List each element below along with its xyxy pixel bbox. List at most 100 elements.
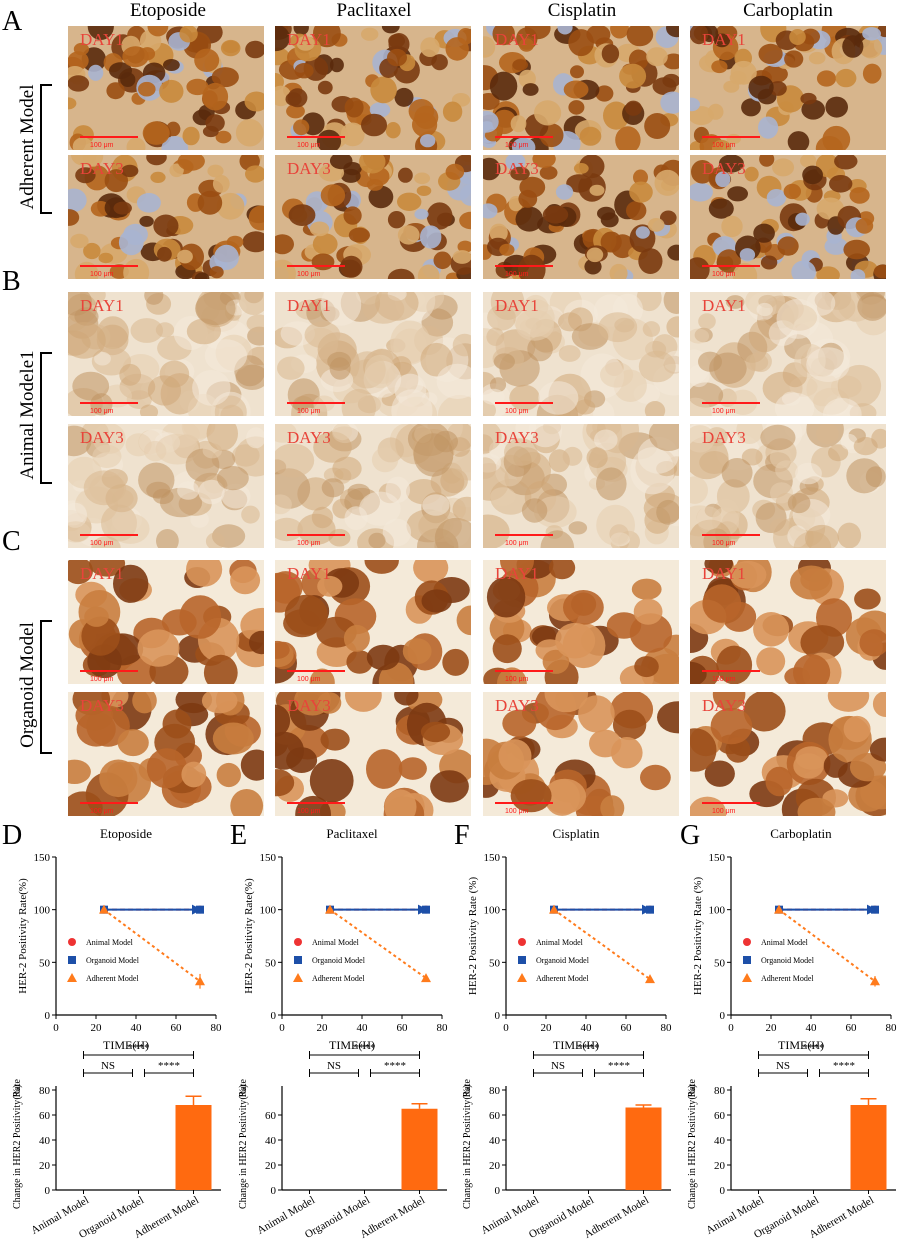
bar	[625, 1107, 662, 1190]
y-tick-label: 100	[34, 905, 51, 917]
scale-bar-label: 100 μm	[297, 408, 321, 415]
micrograph-tile: DAY3 100 μm	[690, 692, 886, 816]
day-label: DAY1	[702, 564, 746, 583]
day-label: DAY1	[495, 296, 539, 315]
day-label: DAY3	[80, 159, 124, 178]
micrograph-image	[68, 26, 264, 150]
scale-bar-label: 100 μm	[712, 271, 736, 278]
scale-bar	[80, 802, 138, 804]
legend-marker	[294, 938, 302, 946]
significance-label: ****	[158, 1060, 180, 1072]
panel-letter-d: D	[2, 820, 23, 851]
bar	[175, 1105, 212, 1190]
y-tick-label: 0	[720, 1185, 726, 1197]
scale-bar-label: 100 μm	[297, 142, 321, 149]
micrograph-tile: DAY1 100 μm	[275, 560, 471, 684]
x-tick-label: 0	[503, 1022, 509, 1034]
micrograph-tile: DAY3 100 μm	[275, 155, 471, 279]
legend-marker	[518, 938, 526, 946]
data-point	[99, 904, 109, 914]
scale-bar-label: 100 μm	[505, 808, 529, 815]
legend-label: Adherent Model	[536, 974, 589, 983]
day-label: DAY3	[702, 696, 746, 715]
micrograph-tile: DAY1 100 μm	[275, 26, 471, 150]
y-tick-label: 50	[265, 957, 277, 969]
legend-marker	[742, 973, 752, 982]
legend-marker	[294, 956, 302, 964]
day-label: DAY3	[287, 428, 331, 447]
scale-bar	[702, 802, 760, 804]
day-label: DAY1	[80, 564, 124, 583]
y-tick-label: 80	[714, 1085, 726, 1097]
x-tick-label: 60	[171, 1022, 183, 1034]
y-tick-label: 20	[714, 1160, 726, 1172]
legend-label: Animal Model	[536, 938, 584, 947]
significance-label: ****	[833, 1060, 855, 1072]
y-tick-label: 60	[265, 1110, 277, 1122]
y-axis-label: Change in HER2 Positivity Rate	[238, 1078, 249, 1209]
x-tick-label: 40	[806, 1022, 818, 1034]
micrograph-tile: DAY1 100 μm	[68, 560, 264, 684]
scale-bar-label: 100 μm	[712, 676, 736, 683]
scale-bar-label: 100 μm	[90, 540, 114, 547]
scale-bar	[702, 265, 760, 267]
y-tick-label: 20	[39, 1160, 51, 1172]
significance-label: NS	[327, 1060, 341, 1072]
scale-bar	[702, 136, 760, 138]
scale-bar	[702, 402, 760, 404]
micrograph-image	[275, 292, 471, 416]
y-tick-label: 0	[495, 1185, 501, 1197]
day-label: DAY3	[80, 696, 124, 715]
scale-bar	[287, 136, 345, 138]
scale-bar	[495, 534, 553, 536]
y-tick-label: 40	[489, 1135, 501, 1147]
scale-bar	[287, 534, 345, 536]
x-tick-label: 0	[728, 1022, 734, 1034]
micrograph-image	[68, 292, 264, 416]
x-tick-label: 0	[279, 1022, 285, 1034]
micrograph-image	[690, 155, 886, 279]
legend-label: Adherent Model	[761, 974, 814, 983]
micrograph-tile: DAY3 100 μm	[68, 424, 264, 548]
bracket-adherent	[40, 84, 52, 214]
day-label: DAY1	[80, 296, 124, 315]
y-tick-label: 40	[265, 1135, 277, 1147]
y-tick-label: 0	[271, 1185, 277, 1197]
y-tick-label: 0	[720, 1010, 726, 1022]
legend-marker	[68, 938, 76, 946]
micrograph-image	[68, 560, 264, 684]
significance-label: ****	[384, 1060, 406, 1072]
data-point	[421, 973, 431, 983]
panel-letter-f: F	[454, 820, 470, 851]
micrograph-tile: DAY1 100 μm	[68, 292, 264, 416]
legend-marker	[67, 973, 77, 982]
micrograph-tile: DAY1 100 μm	[483, 292, 679, 416]
scale-bar-label: 100 μm	[297, 271, 321, 278]
day-label: DAY1	[287, 30, 331, 49]
significance-label: ****	[608, 1060, 630, 1072]
scale-bar	[495, 265, 553, 267]
x-tick-label: 60	[621, 1022, 633, 1034]
column-header-cisplatin: Cisplatin	[547, 0, 617, 21]
legend-label: Organoid Model	[86, 956, 140, 965]
micrograph-image	[483, 560, 679, 684]
significance-label: NS	[776, 1060, 790, 1072]
scale-bar-label: 100 μm	[297, 808, 321, 815]
arrow-head	[867, 904, 877, 915]
x-axis-label: TIME(H)	[553, 1038, 599, 1052]
scale-bar-label: 100 μm	[505, 142, 529, 149]
significance-label: ****	[128, 1042, 150, 1054]
micrograph-image	[275, 560, 471, 684]
scale-bar-label: 100 μm	[505, 540, 529, 547]
y-tick-label: 60	[39, 1110, 51, 1122]
micrograph-image	[275, 692, 471, 816]
day-label: DAY1	[702, 296, 746, 315]
arrow-head	[642, 904, 652, 915]
y-axis-label: HER-2 Positivity Rate (%)	[467, 877, 479, 996]
data-point	[195, 976, 205, 986]
scale-bar	[702, 670, 760, 672]
micrograph-image	[483, 155, 679, 279]
x-tick-label: 80	[211, 1022, 223, 1034]
y-tick-label: 20	[265, 1160, 277, 1172]
